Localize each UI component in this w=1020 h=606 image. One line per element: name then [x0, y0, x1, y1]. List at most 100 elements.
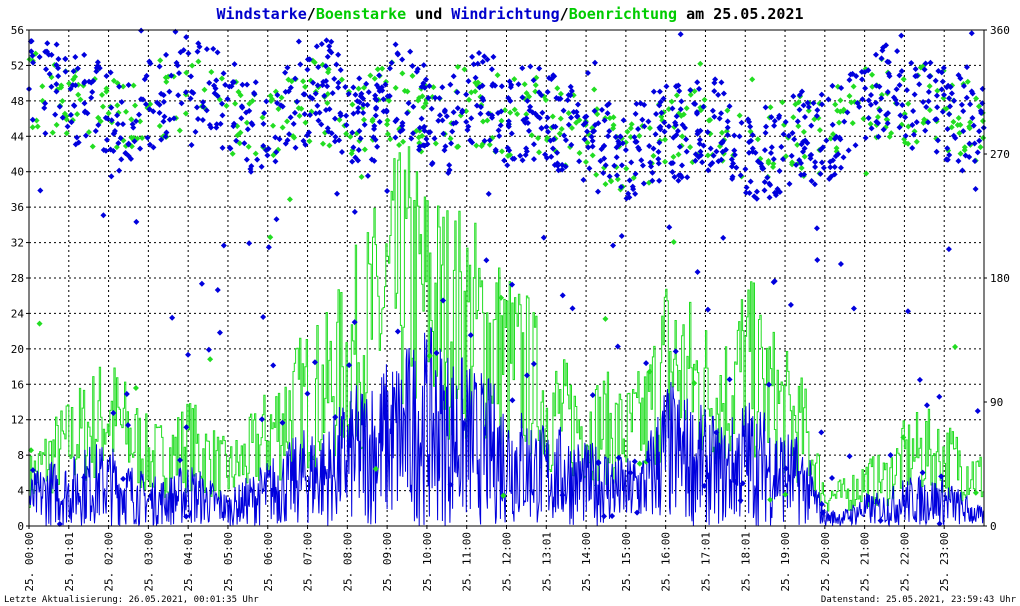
wind-direction-point: [760, 165, 767, 172]
wind-direction-point: [335, 51, 342, 58]
wind-direction-point: [274, 91, 281, 98]
wind-direction-point: [562, 137, 569, 144]
wind-direction-point: [627, 469, 634, 476]
wind-direction-point: [28, 48, 35, 55]
wind-direction-point: [655, 160, 662, 167]
wind-direction-point: [103, 136, 110, 143]
wind-direction-point: [357, 135, 364, 142]
wind-direction-point: [214, 49, 221, 56]
wind-direction-point: [538, 92, 545, 99]
y-left-tick-label: 36: [11, 201, 24, 214]
wind-direction-point: [56, 103, 63, 110]
wind-direction-point: [447, 481, 454, 488]
wind-direction-point: [519, 157, 526, 164]
wind-direction-point: [373, 97, 380, 104]
gust-direction-point: [673, 92, 680, 99]
wind-direction-point: [392, 41, 399, 48]
wind-direction-point: [62, 68, 69, 75]
gust-direction-point: [279, 124, 286, 131]
wind-direction-point: [637, 100, 644, 107]
gust-direction-point: [650, 152, 657, 159]
gust-direction-point: [336, 116, 343, 123]
wind-direction-point: [938, 473, 945, 480]
wind-direction-point: [551, 73, 558, 80]
gust-direction-point: [404, 88, 411, 95]
wind-direction-point: [465, 78, 472, 85]
wind-direction-point: [934, 137, 941, 144]
wind-direction-point: [194, 48, 201, 55]
wind-direction-point: [29, 467, 36, 474]
wind-direction-point: [30, 59, 37, 66]
wind-direction-point: [672, 122, 679, 129]
wind-direction-point: [569, 305, 576, 312]
gust-direction-point: [58, 82, 65, 89]
wind-direction-point: [540, 234, 547, 241]
wind-direction-point: [542, 151, 549, 158]
wind-direction-point: [185, 50, 192, 57]
wind-direction-point: [364, 172, 371, 179]
gust-direction-point: [218, 75, 225, 82]
wind-direction-point: [41, 105, 48, 112]
wind-direction-point: [300, 91, 307, 98]
wind-direction-point: [519, 94, 526, 101]
wind-direction-point: [887, 452, 894, 459]
wind-direction-point: [163, 51, 170, 58]
gust-direction-point: [157, 57, 164, 64]
wind-direction-point: [818, 159, 825, 166]
gust-direction-point: [792, 101, 799, 108]
wind-direction-point: [946, 152, 953, 159]
wind-direction-point: [936, 520, 943, 527]
wind-direction-point: [641, 123, 648, 130]
wind-direction-point: [376, 118, 383, 125]
wind-direction-point: [925, 98, 932, 105]
wind-direction-point: [183, 34, 190, 41]
gust-direction-point: [74, 111, 81, 118]
wind-direction-point: [818, 101, 825, 108]
title-part-7: am 25.05.2021: [677, 5, 803, 23]
wind-direction-point: [354, 108, 361, 115]
wind-direction-point: [916, 376, 923, 383]
wind-direction-point: [399, 56, 406, 63]
wind-direction-point: [230, 79, 237, 86]
wind-direction-point: [117, 135, 124, 142]
wind-direction-point: [328, 38, 335, 45]
wind-direction-point: [743, 184, 750, 191]
wind-direction-point: [355, 157, 362, 164]
gust-direction-point: [384, 130, 391, 137]
wind-direction-point: [692, 157, 699, 164]
wind-direction-point: [687, 87, 694, 94]
wind-direction-point: [934, 104, 941, 111]
wind-direction-point: [52, 111, 59, 118]
wind-direction-point: [922, 60, 929, 67]
gust-direction-point: [163, 78, 170, 85]
wind-direction-point: [844, 109, 851, 116]
wind-direction-point: [185, 351, 192, 358]
y-right-tick-label: 270: [990, 148, 1010, 161]
wind-direction-point: [350, 84, 357, 91]
x-tick-label: 25. 19:00: [779, 532, 792, 592]
gust-direction-point: [472, 88, 479, 95]
wind-direction-point: [606, 173, 613, 180]
wind-direction-point: [724, 124, 731, 131]
wind-direction-point: [589, 392, 596, 399]
wind-direction-point: [536, 65, 543, 72]
gust-direction-point: [409, 72, 416, 79]
gust-direction-point: [355, 85, 362, 92]
gust-direction-point: [29, 124, 36, 131]
wind-direction-point: [483, 257, 490, 264]
gust-direction-point: [504, 152, 511, 159]
wind-direction-point: [220, 242, 227, 249]
gust-direction-point: [59, 98, 66, 105]
wind-direction-point: [428, 105, 435, 112]
y-left-tick-label: 52: [11, 59, 24, 72]
wind-direction-point: [530, 141, 537, 148]
wind-direction-point: [110, 409, 117, 416]
wind-direction-point: [356, 99, 363, 106]
wind-direction-point: [163, 129, 170, 136]
wind-direction-point: [125, 422, 132, 429]
wind-direction-point: [718, 110, 725, 117]
wind-direction-point: [360, 101, 367, 108]
wind-direction-point: [660, 95, 667, 102]
gust-direction-point: [223, 102, 230, 109]
wind-direction-point: [700, 142, 707, 149]
